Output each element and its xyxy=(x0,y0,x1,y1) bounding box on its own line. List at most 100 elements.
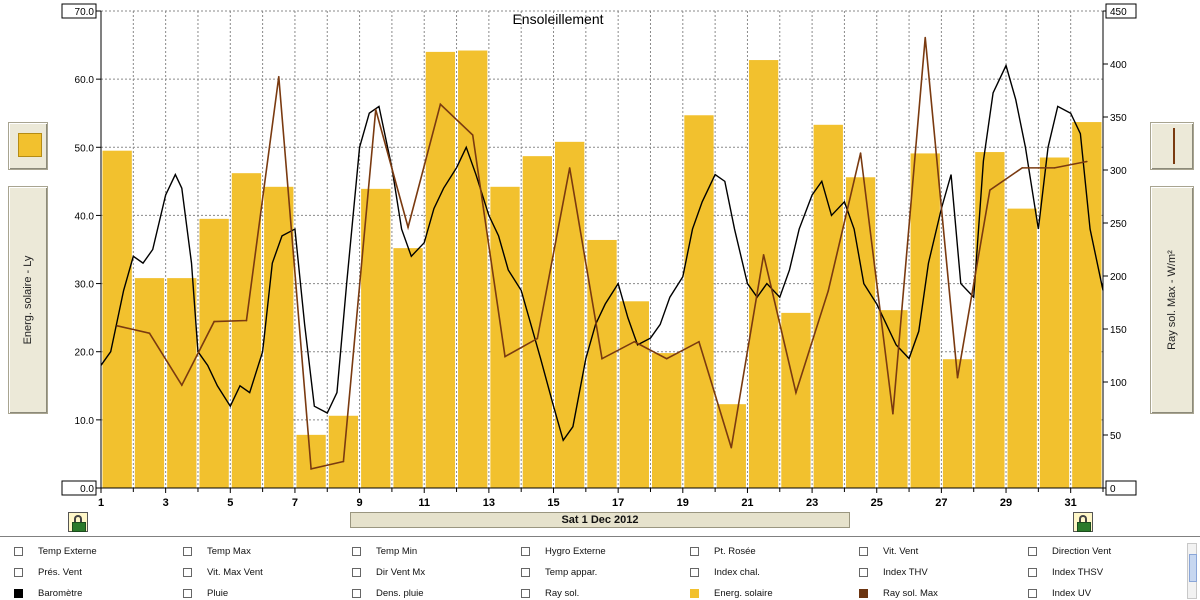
legend-label: Prés. Vent xyxy=(38,567,82,578)
legend-checkbox[interactable] xyxy=(521,589,530,598)
series-point-ray-sol-max xyxy=(730,446,733,449)
left-tick-label: 70.0 xyxy=(75,7,95,18)
bar xyxy=(651,353,682,488)
series-point-ray-sol-max xyxy=(310,468,312,470)
x-tick-label: 13 xyxy=(483,497,495,509)
legend-checkbox[interactable] xyxy=(14,589,23,598)
series-point-ray-sol-max xyxy=(1053,167,1056,169)
legend-checkbox[interactable] xyxy=(1028,589,1037,598)
bar xyxy=(264,186,294,488)
left-axis-label-panel[interactable]: Energ. solaire - Ly xyxy=(8,186,48,414)
date-scroll-bar[interactable]: Sat 1 Dec 2012 xyxy=(350,512,850,528)
right-tick-label: 0 xyxy=(1110,484,1116,495)
right-tick-label: 100 xyxy=(1110,378,1127,389)
bar xyxy=(555,141,585,488)
right-axis-label-panel[interactable]: Ray sol. Max - W/m² xyxy=(1150,186,1194,414)
series-point-ray-sol-max xyxy=(277,75,280,78)
solar-max-line-swatch-icon xyxy=(1173,128,1175,164)
series-point-ray-sol-max xyxy=(795,391,797,394)
bar xyxy=(1007,208,1037,488)
legend-checkbox[interactable] xyxy=(690,589,699,598)
bar xyxy=(1039,157,1070,488)
right-tick-label: 350 xyxy=(1110,113,1127,124)
x-tick-label: 25 xyxy=(871,497,883,509)
right-series-swatch-panel[interactable] xyxy=(1150,122,1194,170)
x-tick-label: 19 xyxy=(677,497,689,509)
bar xyxy=(748,60,779,488)
legend-checkbox[interactable] xyxy=(690,547,699,556)
left-tick-box xyxy=(61,480,97,496)
series-point-ray-sol-max xyxy=(504,355,506,358)
series-point-ray-sol-max xyxy=(213,320,215,323)
bar xyxy=(910,153,940,488)
series-point-ray-sol-max xyxy=(859,152,862,154)
legend-label: Temp Max xyxy=(207,546,251,557)
chart-title: Ensoleillement xyxy=(512,11,603,27)
lock-icon[interactable] xyxy=(1073,512,1093,532)
series-point-ray-sol-max xyxy=(374,108,377,111)
x-tick-label: 9 xyxy=(357,497,363,509)
legend-label: Ray sol. xyxy=(545,588,580,599)
left-series-swatch-panel[interactable] xyxy=(8,122,48,170)
x-tick-label: 27 xyxy=(935,497,947,509)
series-legend: Temp Externe Temp Max Temp Min Hygro Extern… xyxy=(0,536,1200,600)
series-point-ray-sol-max xyxy=(536,337,539,340)
legend-label: Index THSV xyxy=(1052,567,1104,578)
series-point-ray-sol-max xyxy=(407,226,409,229)
bar xyxy=(619,301,649,488)
x-tick-label: 31 xyxy=(1065,497,1077,509)
legend-label: Index chal. xyxy=(714,567,760,578)
legend-checkbox[interactable] xyxy=(183,547,192,556)
x-tick-label: 7 xyxy=(292,497,298,509)
bar xyxy=(975,152,1005,488)
legend-checkbox[interactable] xyxy=(352,589,361,598)
legend-scrollbar[interactable] xyxy=(1187,543,1197,599)
legend-label: Temp Min xyxy=(376,546,418,557)
series-point-ray-sol-max xyxy=(762,254,765,256)
left-tick-label: 30.0 xyxy=(75,280,95,291)
legend-checkbox[interactable] xyxy=(859,547,868,556)
bar xyxy=(684,115,714,488)
series-point-ray-sol-max xyxy=(148,332,151,335)
bar xyxy=(490,186,520,488)
legend-checkbox[interactable] xyxy=(859,589,868,598)
lock-icon[interactable] xyxy=(68,512,88,532)
legend-checkbox[interactable] xyxy=(521,547,530,556)
right-tick-box xyxy=(1105,480,1137,496)
legend-label: Ray sol. Max xyxy=(883,588,938,599)
solar-energy-swatch-icon xyxy=(18,133,42,157)
legend-scroll-thumb[interactable] xyxy=(1189,554,1197,582)
bar xyxy=(231,173,262,488)
left-tick-label: 40.0 xyxy=(75,211,95,222)
x-tick-label: 15 xyxy=(547,497,559,509)
bar xyxy=(361,188,391,489)
left-tick-label: 60.0 xyxy=(75,75,95,86)
left-tick-label: 10.0 xyxy=(75,416,95,427)
legend-checkbox[interactable] xyxy=(14,568,23,577)
legend-checkbox[interactable] xyxy=(14,547,23,556)
bar xyxy=(328,415,359,488)
right-tick-label: 400 xyxy=(1110,60,1127,71)
right-tick-label: 200 xyxy=(1110,272,1127,283)
legend-checkbox[interactable] xyxy=(183,589,192,598)
bar xyxy=(1072,122,1102,488)
left-tick-label: 0.0 xyxy=(80,484,94,495)
series-point-ray-sol-max xyxy=(698,340,700,343)
legend-checkbox[interactable] xyxy=(352,547,361,556)
x-tick-label: 5 xyxy=(227,497,233,509)
legend-checkbox[interactable] xyxy=(1028,568,1037,577)
legend-label: Index UV xyxy=(1052,588,1092,599)
legend-checkbox[interactable] xyxy=(1028,547,1037,556)
right-tick-label: 300 xyxy=(1110,166,1127,177)
legend-checkbox[interactable] xyxy=(352,568,361,577)
legend-label: Baromètre xyxy=(38,588,83,599)
legend-checkbox[interactable] xyxy=(690,568,699,577)
legend-checkbox[interactable] xyxy=(521,568,530,577)
series-point-ray-sol-max xyxy=(601,357,603,360)
legend-checkbox[interactable] xyxy=(183,568,192,577)
series-point-ray-sol-max xyxy=(827,290,830,292)
bar xyxy=(134,278,165,488)
left-tick-label: 50.0 xyxy=(75,143,95,154)
legend-label: Temp Externe xyxy=(38,546,97,557)
legend-checkbox[interactable] xyxy=(859,568,868,577)
